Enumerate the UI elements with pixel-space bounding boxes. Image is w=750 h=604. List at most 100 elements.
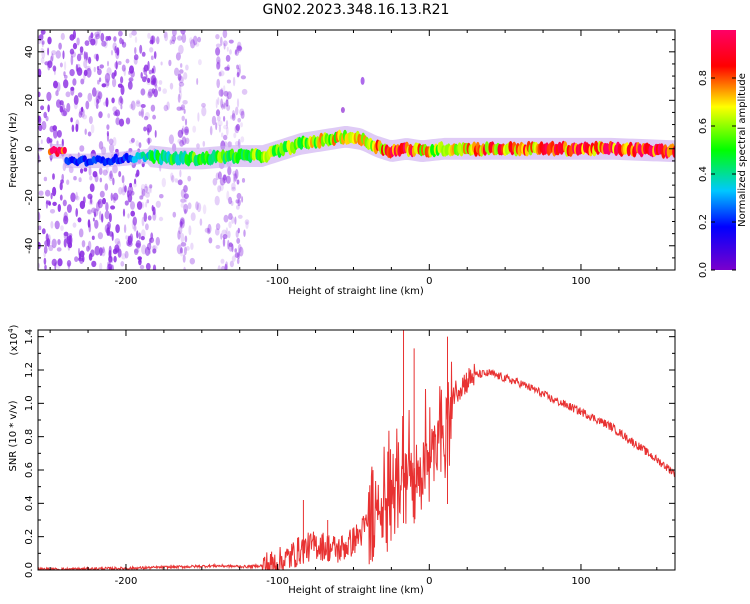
spectrogram-speckle [99, 64, 104, 69]
snr-ytick-label: 1.2 [24, 362, 35, 378]
spectrogram-speckle [78, 177, 82, 183]
spectrogram-speckle [101, 146, 107, 155]
spectrogram-speckle [107, 113, 111, 119]
spectrogram-speckle [52, 125, 57, 131]
spectrogram-speckle [83, 72, 86, 81]
spectrogram-speckle [216, 78, 220, 89]
spectrogram-ytick-label: -40 [24, 238, 35, 254]
spectrogram-speckle [59, 62, 63, 68]
spectrogram-ytick-label: -20 [24, 189, 35, 205]
spectrogram-speckle [134, 47, 137, 55]
spectrogram-speckle [184, 235, 188, 243]
spectrogram-speckle [70, 192, 76, 203]
spectrogram-speckle [106, 130, 109, 137]
spectrogram-speckle [221, 229, 227, 236]
spectrogram-speckle [95, 90, 101, 100]
spectrogram-speckle [62, 79, 69, 89]
spectrogram-xtick-label: 100 [571, 276, 590, 287]
spectrogram-speckle [75, 191, 78, 200]
spectrogram-speckle [229, 49, 232, 55]
spectrogram-speckle [196, 202, 202, 213]
spectrogram-speckle [41, 120, 47, 131]
spectrogram-speckle [168, 59, 172, 67]
spectrogram-speckle [245, 221, 249, 229]
spectrogram-speckle [179, 221, 183, 227]
spectrogram-speckle [59, 105, 63, 113]
spectrogram-speckle [180, 233, 185, 243]
spectrogram-speckle [220, 258, 225, 264]
spectrogram-speckle [131, 30, 137, 36]
spectrogram-speckle [215, 43, 221, 48]
spectrogram-speckle [138, 257, 142, 263]
spectrogram-speckle [95, 103, 99, 109]
snr-scale-base: (x10 [9, 333, 20, 356]
spectrogram-speckle [122, 208, 126, 217]
spectrogram-speckle [99, 177, 103, 183]
spectrogram-speckle [123, 224, 127, 234]
spectrogram-speckle [84, 40, 90, 46]
spectrogram-speckle [87, 209, 91, 215]
spectrogram-speckle [142, 76, 147, 83]
spectrogram-speckle [188, 37, 194, 44]
spectrogram-speckle [89, 196, 93, 205]
spectrogram-speckle [166, 101, 170, 111]
spectrogram-speckle [63, 238, 67, 248]
spectrogram-speckle [177, 179, 183, 186]
spectrogram-speckle [170, 172, 174, 181]
spectrogram-speckle [179, 106, 184, 111]
snr-series [38, 330, 675, 570]
spectrogram-speckle [113, 111, 118, 116]
snr-panel: -200 -100 0 100 0.0 0.2 0.4 0.6 0.8 1.0 1.2 1.4 Hei… [7, 324, 676, 596]
spectrogram-speckle [180, 63, 183, 68]
spectrogram-speckle [112, 42, 117, 51]
spectrogram-speckle [55, 50, 61, 59]
spectrogram-speckle [54, 220, 60, 230]
spectrogram-speckle [218, 89, 224, 97]
spectrogram-speckle [129, 32, 133, 38]
spectrogram-speckle [216, 56, 221, 65]
spectrogram-speckle [79, 250, 85, 258]
spectrogram-speckle [82, 255, 85, 263]
spectrogram-speckle [88, 116, 93, 124]
snr-xlabel: Height of straight line (km) [288, 585, 424, 596]
spectrogram-speckle [222, 40, 228, 47]
spectrogram-speckle [223, 103, 226, 108]
spectrogram-speckle [181, 136, 187, 146]
spectrogram-speckle [161, 177, 166, 188]
spectrogram-speckle [64, 61, 67, 71]
spectrogram-speckle [141, 229, 146, 239]
spectrogram-speckle [113, 36, 117, 42]
spectrogram-isolated-blob [360, 76, 365, 85]
spectrogram-speckle [51, 238, 57, 249]
spectrogram-speckle [231, 182, 236, 190]
spectrogram-speckle [219, 70, 225, 77]
spectrogram-speckle [84, 128, 87, 135]
spectrogram-speckle [40, 105, 45, 111]
spectrogram-speckle [217, 120, 223, 127]
spectrogram-speckle [237, 117, 241, 123]
spectrogram-speckle [217, 97, 220, 106]
spectrogram-speckle [221, 103, 225, 110]
spectrogram-speckle [240, 122, 243, 128]
spectrogram-speckle [47, 104, 50, 113]
spectrogram-speckle [152, 65, 156, 74]
spectrogram-speckle [223, 124, 229, 130]
spectrogram-ytick-label: 40 [24, 45, 35, 58]
spectrogram-speckle [114, 61, 119, 69]
spectrogram-speckle [77, 217, 82, 223]
spectrogram-speckle [182, 100, 188, 105]
spectrogram-speckle [134, 178, 137, 185]
snr-scale-label: (x104) [7, 324, 20, 355]
spectrogram-speckle [232, 110, 235, 119]
spectrogram-speckle [211, 115, 217, 126]
spectrogram-speckle [86, 209, 93, 215]
spectrogram-speckle [185, 246, 190, 251]
spectrogram-speckle [183, 185, 188, 193]
spectrogram-speckle [88, 35, 92, 42]
spectrogram-speckle [95, 95, 99, 102]
spectrogram-speckle [183, 72, 188, 80]
spectrogram-speckle [187, 175, 192, 182]
spectrogram-noise [38, 30, 250, 270]
spectrogram-speckle [85, 100, 90, 110]
spectrogram-speckle [61, 173, 64, 181]
